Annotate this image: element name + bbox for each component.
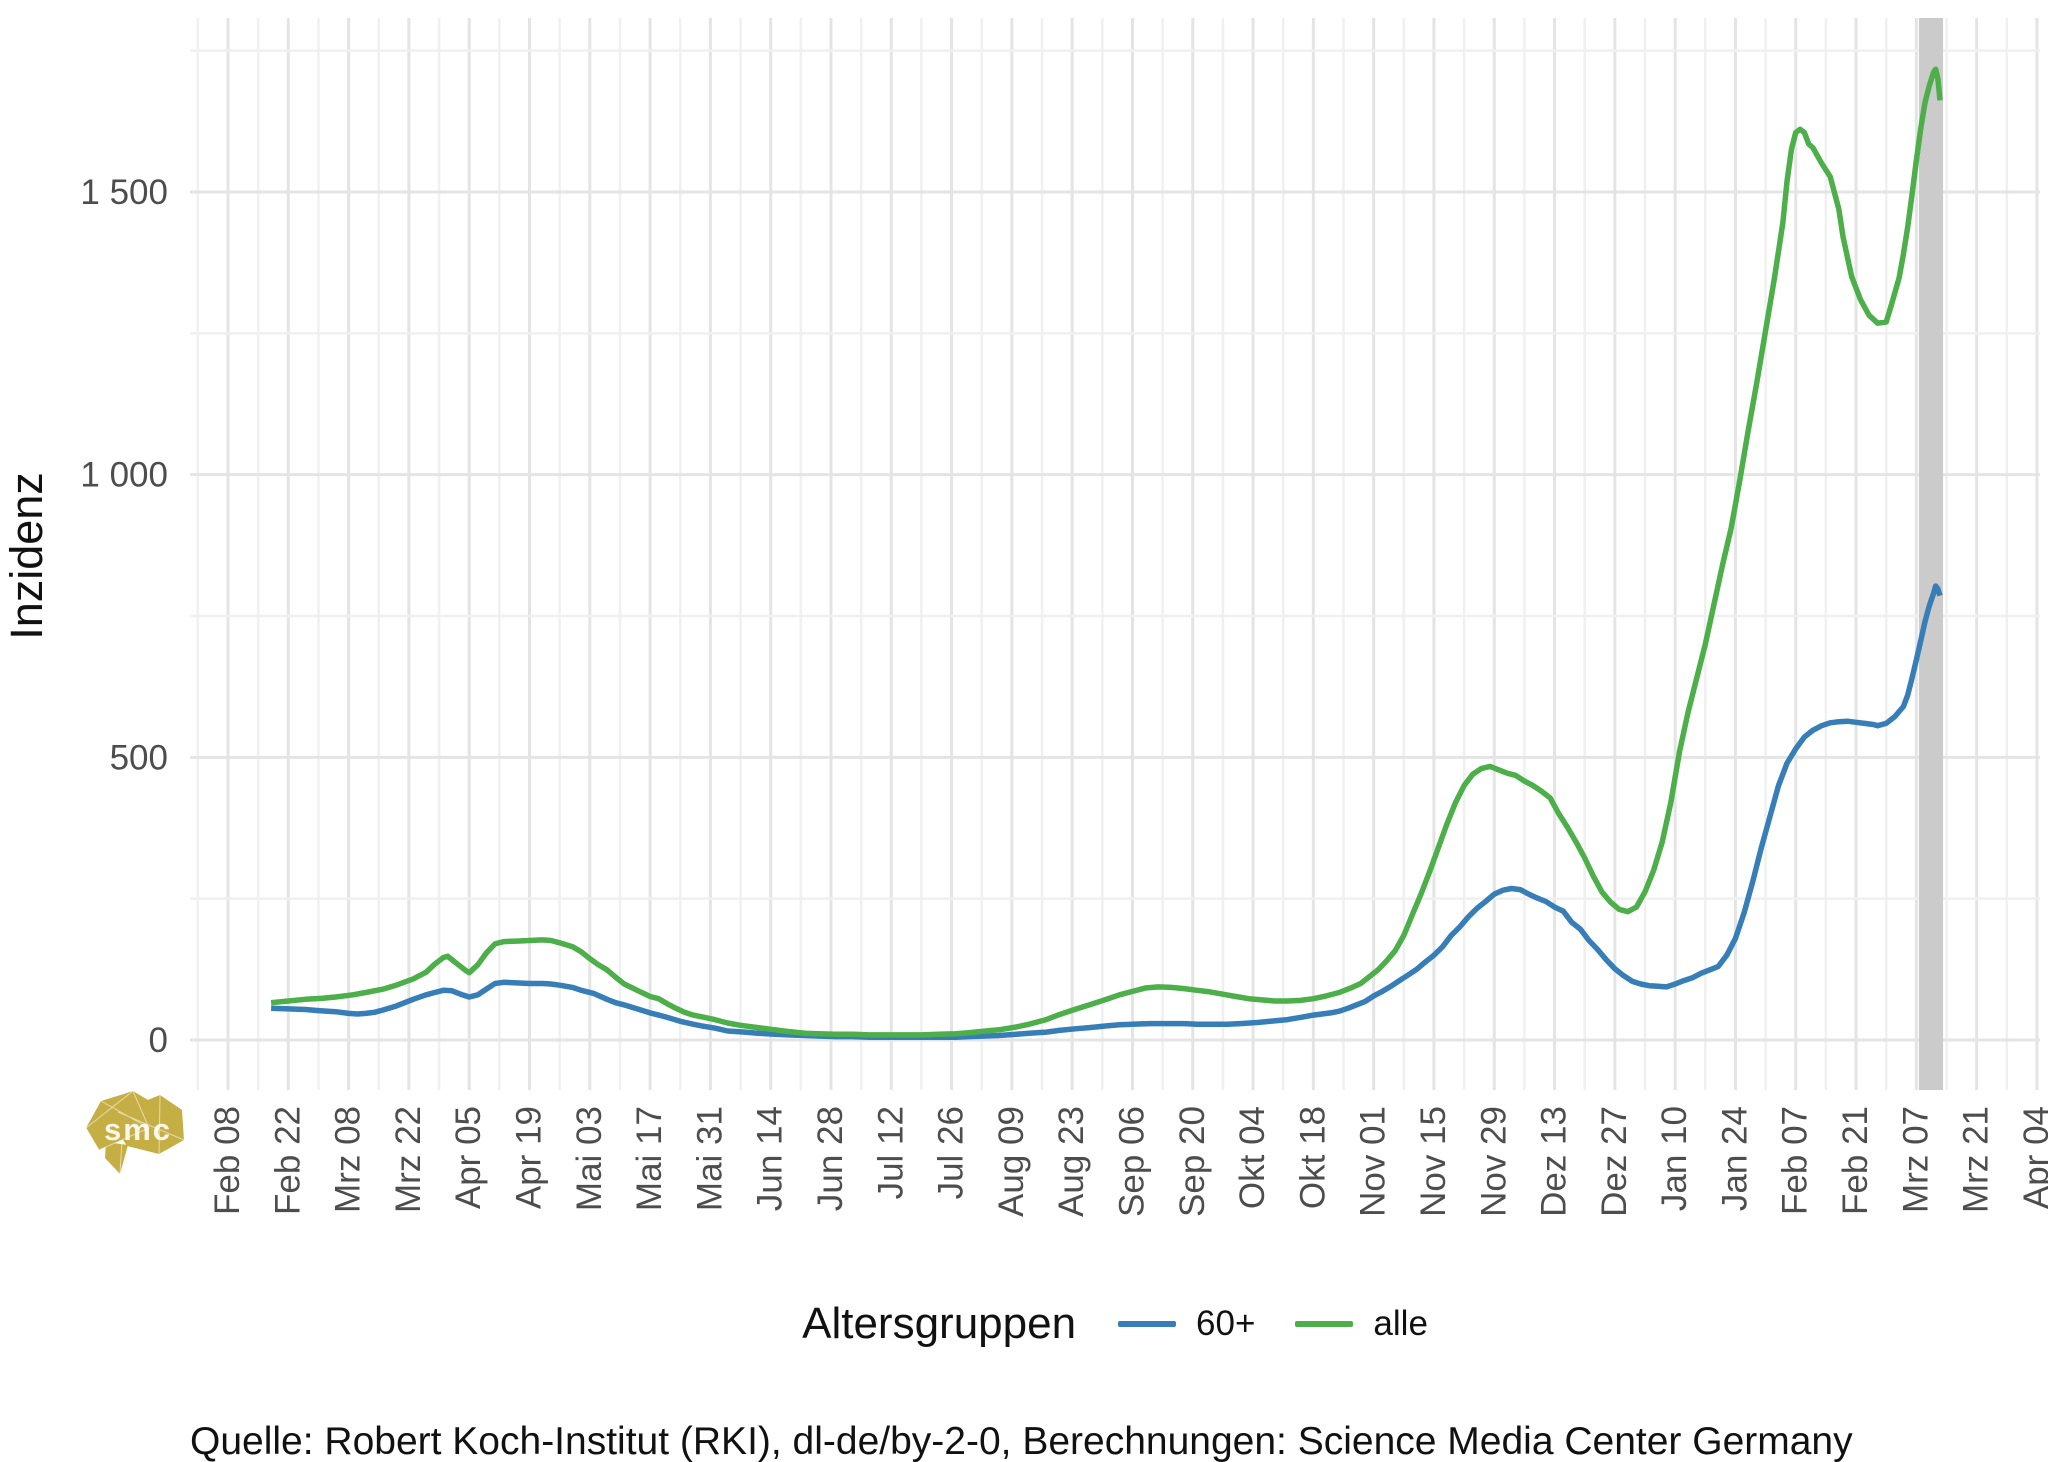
legend-line-60plus-icon (1118, 1321, 1177, 1327)
x-tick-label: Aug 23 (1052, 1106, 1091, 1217)
x-tick-label: Okt 04 (1233, 1106, 1272, 1209)
chart-legend: Altersgruppen 60+ alle (190, 1292, 2040, 1356)
series-layer (270, 66, 1943, 1040)
legend-label-alle: alle (1373, 1304, 1428, 1343)
grid-layer (190, 18, 2040, 1090)
x-tick-label: Nov 01 (1354, 1106, 1393, 1217)
x-tick-label: Mrz 08 (329, 1106, 368, 1213)
y-tick-label: 0 (149, 1021, 168, 1060)
y-axis-title: Inzidenz (1, 472, 52, 640)
highlight-band-layer (1918, 18, 1944, 1090)
x-tick-label: Apr 19 (509, 1106, 548, 1209)
x-tick-label: Jul 12 (871, 1106, 910, 1199)
legend-title: Altersgruppen (802, 1299, 1077, 1348)
x-tick-label: Mrz 07 (1896, 1106, 1935, 1213)
x-tick-label: Jun 14 (751, 1106, 790, 1211)
x-tick-label: Mrz 21 (1957, 1106, 1996, 1213)
x-tick-label: Feb 22 (268, 1106, 307, 1215)
x-tick-label: Aug 09 (992, 1106, 1031, 1217)
x-tick-label: Feb 21 (1836, 1106, 1875, 1215)
legend-item-alle[interactable]: alle (1295, 1304, 1428, 1344)
x-tick-label: Jul 26 (932, 1106, 971, 1199)
x-tick-label: Dez 13 (1535, 1106, 1574, 1217)
x-tick-label: Mai 03 (570, 1106, 609, 1211)
x-tick-label: Nov 15 (1414, 1106, 1453, 1217)
x-tick-label: Feb 07 (1776, 1106, 1815, 1215)
smc-watermark-text: smc (104, 1112, 172, 1147)
y-tick-label: 1 000 (80, 456, 168, 495)
y-tick-label: 1 500 (80, 173, 168, 212)
x-tick-label: Mrz 22 (389, 1106, 428, 1213)
smc-logo-right-shape (114, 1095, 184, 1154)
x-tick-label: Sep 20 (1173, 1106, 1212, 1217)
x-tick-label: Feb 08 (208, 1106, 247, 1215)
smc-logo-wireframe (85, 1090, 185, 1175)
legend-line-alle-icon (1295, 1321, 1354, 1327)
legend-item-60plus[interactable]: 60+ (1118, 1304, 1255, 1344)
axis-layer: Feb 08 Feb 22 Mrz 08 Mrz 22 Apr 05 Apr 19 Mai … (1, 173, 2048, 1217)
x-tick-label: Nov 29 (1474, 1106, 1513, 1217)
smc-watermark-logo: smc (85, 1090, 185, 1175)
legend-label-60plus: 60+ (1196, 1304, 1256, 1343)
x-tick-label: Jun 28 (811, 1106, 850, 1211)
recent-data-highlight-band (1918, 18, 1944, 1090)
series-line-60plus (271, 583, 1943, 1040)
x-tick-label: Sep 06 (1112, 1106, 1151, 1217)
x-tick-label: Jan 10 (1655, 1106, 1694, 1211)
x-tick-label: Mai 31 (690, 1106, 729, 1211)
x-tick-label: Apr 04 (2017, 1106, 2048, 1209)
x-tick-label: Mai 17 (630, 1106, 669, 1211)
source-caption: Quelle: Robert Koch-Institut (RKI), dl-d… (190, 1420, 1853, 1462)
x-tick-label: Okt 18 (1293, 1106, 1332, 1209)
series-line-alle (270, 66, 1943, 1038)
x-tick-label: Dez 27 (1595, 1106, 1634, 1217)
x-tick-label: Apr 05 (449, 1106, 488, 1209)
y-tick-label: 500 (110, 738, 168, 777)
x-tick-label: Jan 24 (1715, 1106, 1754, 1211)
smc-logo-bottom-spike (105, 1142, 128, 1174)
